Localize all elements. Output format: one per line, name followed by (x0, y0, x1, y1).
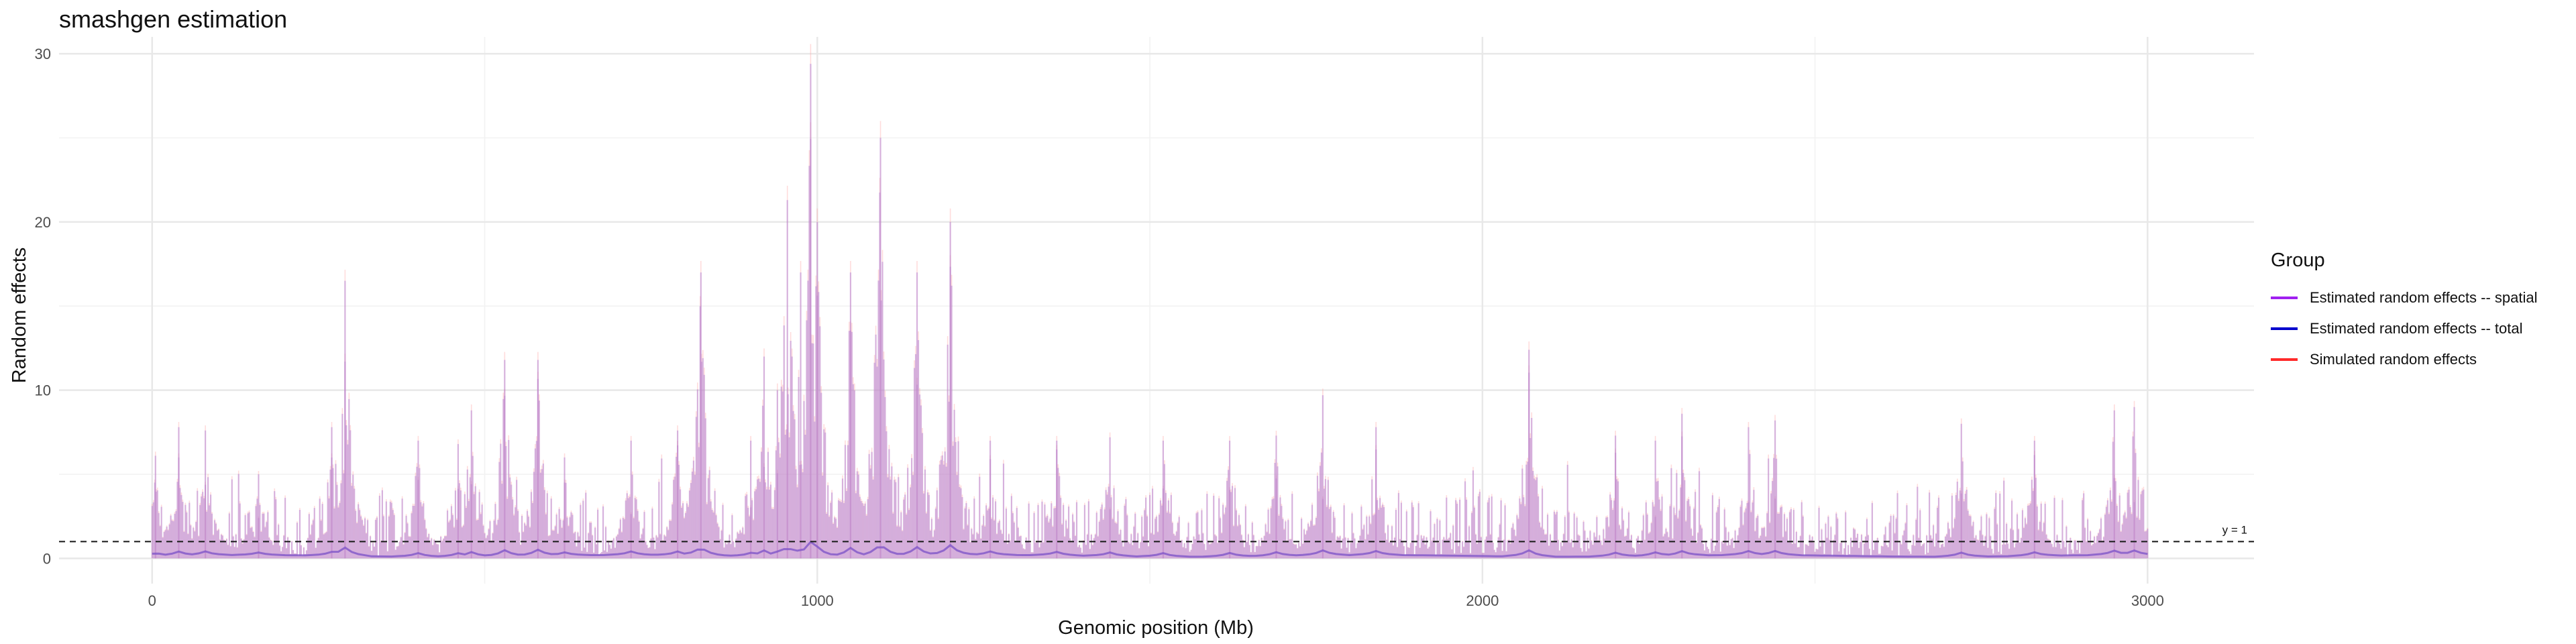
tick-labels: 0 1000 2000 3000 0 10 20 30 (35, 46, 2164, 609)
x-tick-label: 3000 (2131, 592, 2164, 609)
legend-item-simulated: Simulated random effects (2271, 344, 2538, 375)
legend-key-spatial (2271, 297, 2298, 299)
y-tick-label: 30 (35, 46, 51, 62)
y-tick-label: 10 (35, 382, 51, 399)
reference-line-label: y = 1 (2222, 523, 2247, 536)
x-tick-label: 1000 (801, 592, 834, 609)
series-layer (151, 44, 2149, 559)
reference-line-layer: y = 1 (59, 523, 2254, 543)
total-effect-line (152, 540, 2148, 558)
legend-item-total: Estimated random effects -- total (2271, 313, 2538, 344)
y-tick-label: 20 (35, 214, 51, 231)
legend-key-total (2271, 327, 2298, 330)
legend: Group Estimated random effects -- spatia… (2271, 250, 2538, 375)
x-tick-label: 2000 (1466, 592, 1499, 609)
x-axis-title: Genomic position (Mb) (1058, 617, 1254, 639)
legend-key-simulated (2271, 358, 2298, 361)
legend-label-spatial: Estimated random effects -- spatial (2310, 289, 2538, 306)
y-tick-label: 0 (43, 550, 51, 567)
x-tick-label: 0 (148, 592, 156, 609)
chart-title: smashgen estimation (59, 5, 288, 33)
legend-title: Group (2271, 250, 2325, 271)
legend-item-spatial: Estimated random effects -- spatial (2271, 282, 2538, 313)
legend-label-total: Estimated random effects -- total (2310, 320, 2523, 337)
legend-label-simulated: Simulated random effects (2310, 351, 2477, 368)
minor-gridlines (59, 37, 2254, 584)
y-axis-title: Random effects (9, 248, 30, 384)
